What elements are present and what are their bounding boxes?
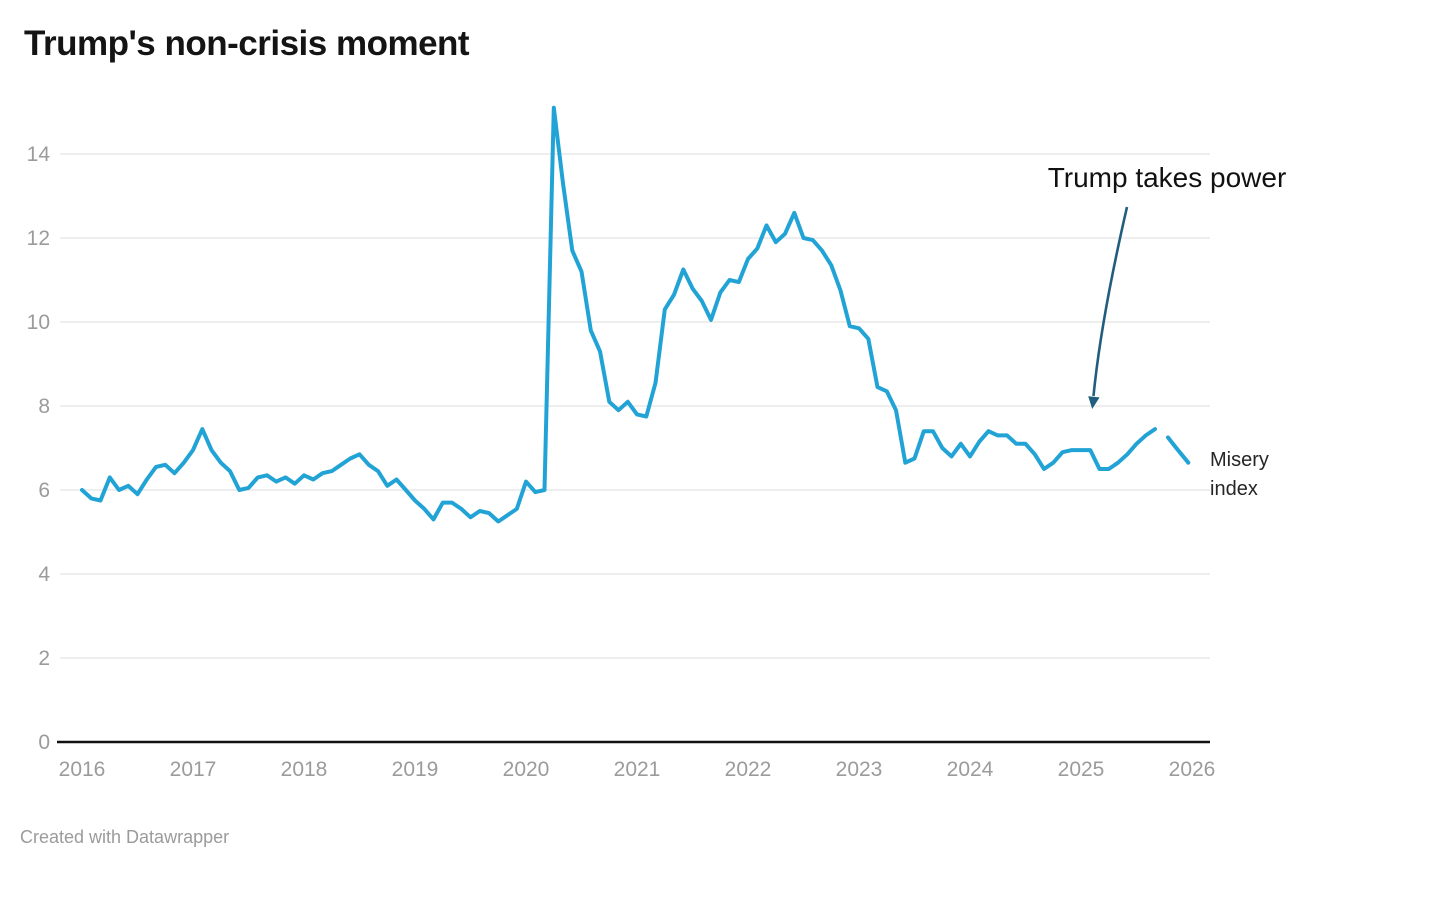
- y-tick-label: 4: [38, 563, 50, 586]
- misery-index-line: [80, 105, 1157, 524]
- y-tick-label: 6: [38, 479, 50, 502]
- x-tick-label: 2025: [1058, 758, 1105, 781]
- y-tick-labels: 0 2 4 6 8 10 12 14: [27, 143, 51, 754]
- x-tick-label: 2019: [392, 758, 439, 781]
- y-tick-label: 12: [27, 227, 50, 250]
- x-tick-label: 2026: [1169, 758, 1216, 781]
- y-tick-label: 14: [27, 143, 51, 166]
- y-tick-label: 8: [38, 395, 50, 418]
- arrowhead-icon: [1088, 396, 1100, 409]
- datawrapper-credit: Created with Datawrapper: [20, 827, 230, 847]
- y-tick-label: 10: [27, 311, 50, 334]
- annotation-arrow: [1088, 206, 1129, 409]
- misery-index-line-gap-segment: [1166, 435, 1191, 465]
- y-tick-label: 2: [38, 647, 50, 670]
- x-tick-label: 2018: [281, 758, 328, 781]
- x-tick-label: 2022: [725, 758, 772, 781]
- y-tick-label: 0: [38, 731, 50, 754]
- x-tick-labels: 2016 2017 2018 2019 2020 2021 2022 2023 2024 2025…: [59, 758, 1216, 781]
- x-tick-label: 2020: [503, 758, 550, 781]
- chart-title: Trump's non-crisis moment: [24, 24, 470, 63]
- annotation-trump-takes-power: Trump takes power: [1047, 162, 1287, 193]
- x-tick-label: 2024: [947, 758, 994, 781]
- x-tick-label: 2023: [836, 758, 883, 781]
- series-label-misery-index: Misery index: [1210, 449, 1269, 500]
- x-tick-label: 2021: [614, 758, 661, 781]
- x-tick-label: 2017: [170, 758, 217, 781]
- y-gridlines: [60, 153, 1210, 659]
- x-tick-label: 2016: [59, 758, 106, 781]
